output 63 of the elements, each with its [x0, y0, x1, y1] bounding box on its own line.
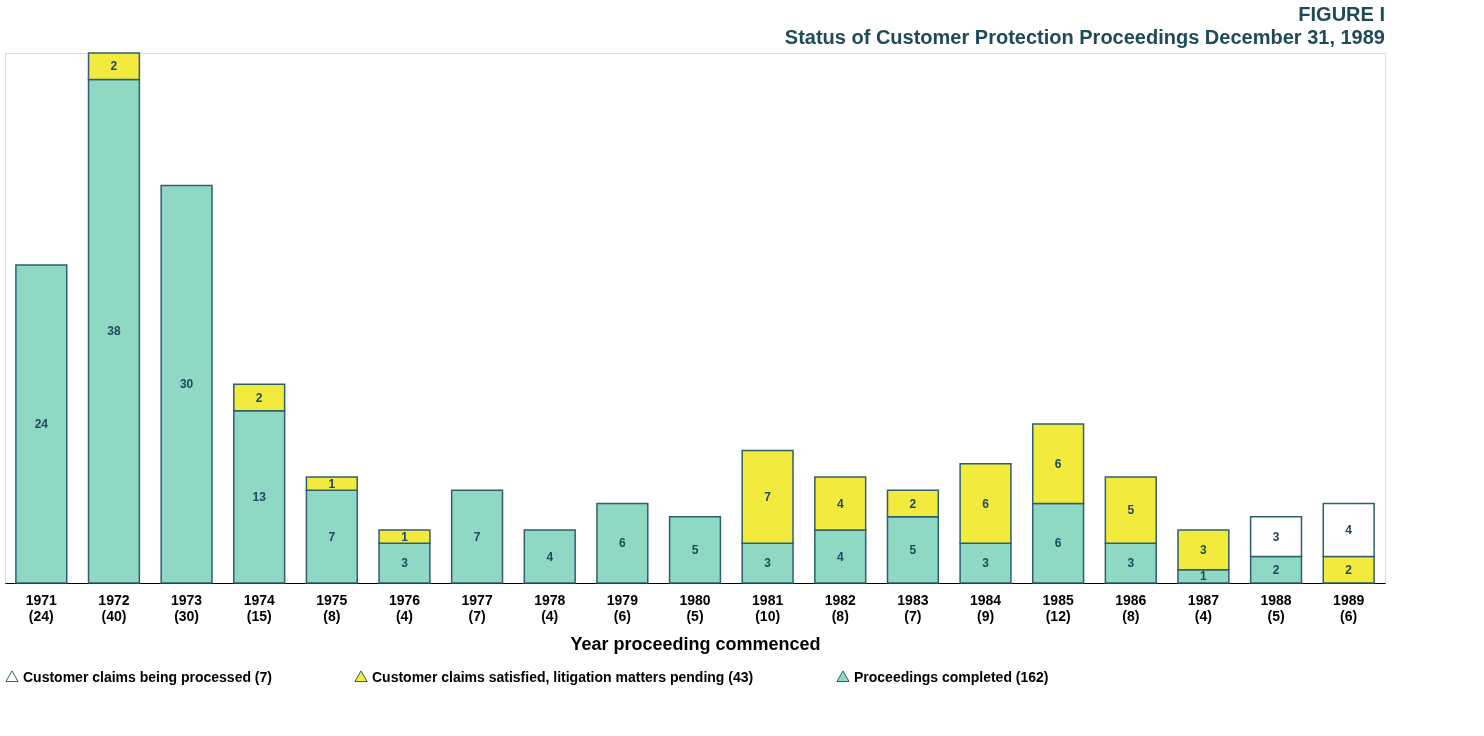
data-label: 3 [401, 556, 409, 571]
data-label: 3 [982, 556, 990, 571]
data-label: 7 [764, 489, 772, 504]
bar [160, 184, 213, 584]
data-label: 1 [1200, 569, 1208, 584]
data-label: 5 [1127, 503, 1135, 518]
data-label: 5 [691, 542, 699, 557]
data-label: 5 [909, 542, 917, 557]
x-tick-label: 1975 (8) [316, 591, 348, 624]
bar [596, 502, 649, 584]
data-label: 3 [764, 556, 772, 571]
bar [668, 516, 722, 584]
data-label: 24 [34, 417, 49, 431]
data-label: 2 [1345, 562, 1353, 577]
x-tick-label: 1988 (5) [1260, 591, 1292, 624]
bar [450, 489, 504, 584]
x-tick-label: 1979 (6) [606, 591, 639, 624]
data-label: 2 [255, 390, 263, 405]
chart-title: FIGURE I [1298, 3, 1385, 26]
data-label: 2 [110, 59, 118, 74]
x-tick-label: 1981 (10) [752, 591, 784, 624]
x-tick-label: 1972 (40) [98, 591, 130, 624]
x-tick-label: 1973 (30) [171, 591, 203, 624]
x-tick-label: 1971 (24) [25, 591, 58, 624]
data-label: 6 [1054, 536, 1062, 551]
data-label: 13 [252, 489, 267, 504]
data-label: 6 [982, 496, 990, 511]
legend-label: Customer claims satisfied, litigation matters pending (43) [372, 669, 754, 685]
x-tick-label: 1978 (4) [534, 591, 566, 624]
x-tick-label: 1982 (8) [824, 591, 857, 624]
data-label: 7 [328, 529, 336, 544]
bar [15, 264, 68, 584]
legend-label: Customer claims being processed (7) [23, 669, 272, 685]
data-label: 1 [328, 476, 336, 491]
x-tick-label: 1984 (9) [969, 591, 1002, 624]
bar [523, 529, 576, 584]
data-label: 38 [107, 324, 121, 339]
data-label: 6 [619, 536, 627, 551]
data-label: 3 [1127, 556, 1135, 571]
x-tick-label: 1983 (7) [897, 591, 929, 624]
data-label: 3 [1272, 529, 1280, 544]
data-label: 4 [546, 549, 554, 564]
data-label: 30 [179, 377, 194, 392]
data-label: 1 [401, 529, 409, 544]
x-tick-label: 1974 (15) [243, 591, 275, 624]
data-label: 4 [836, 496, 844, 511]
data-label: 4 [836, 549, 844, 564]
data-label: 2 [1272, 562, 1280, 577]
data-label: 2 [909, 496, 917, 511]
data-label: 3 [1200, 542, 1208, 557]
x-tick-label: 1976 (4) [388, 591, 421, 624]
chart-subtitle: Status of Customer Protection Proceedings December 31, 1989 [784, 26, 1385, 49]
data-label: 6 [1054, 456, 1062, 471]
x-tick-label: 1989 (6) [1333, 591, 1365, 624]
x-tick-label: 1977 (7) [461, 591, 493, 624]
x-tick-label: 1985 (12) [1042, 591, 1074, 624]
data-label: 4 [1345, 523, 1353, 537]
data-label: 7 [473, 529, 481, 544]
x-tick-label: 1986 (8) [1115, 591, 1147, 624]
x-tick-label: 1987 (4) [1187, 591, 1220, 624]
x-axis-title: Year proceeding commenced [570, 633, 821, 654]
legend-label: Proceedings completed (162) [854, 669, 1049, 685]
x-tick-label: 1980 (5) [679, 591, 711, 624]
